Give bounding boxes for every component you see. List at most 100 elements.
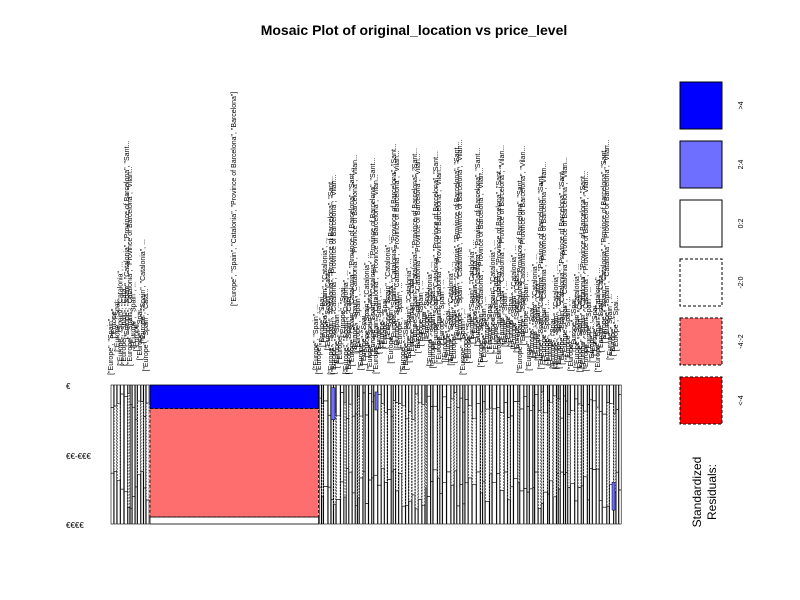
mosaic-tile	[377, 394, 382, 486]
mosaic-tile	[120, 393, 125, 490]
mosaic-tile	[113, 405, 117, 472]
mosaic-tile	[143, 384, 146, 417]
mosaic-tile	[430, 406, 433, 482]
mosaic-tile	[365, 414, 369, 504]
mosaic-tile	[348, 384, 353, 405]
mosaic-tile	[472, 484, 477, 525]
x-category-label: ["Europe", "Spain", ...	[565, 296, 572, 362]
mosaic-tile	[482, 481, 486, 525]
mosaic-tile	[574, 500, 578, 525]
x-category-label: ["Europe", "Spain", "Cata...	[514, 269, 521, 352]
mosaic-tile	[532, 487, 535, 525]
mosaic-tile	[532, 405, 535, 488]
mosaic-tile	[464, 399, 469, 484]
mosaic-tile	[387, 479, 392, 525]
mosaic-tile	[391, 416, 394, 473]
mosaic-tile	[362, 471, 366, 525]
mosaic-tile	[120, 384, 125, 395]
mosaic-tile	[425, 487, 427, 525]
mosaic-tile	[464, 482, 469, 525]
x-category-label: ["Europe", "Spai...	[613, 296, 620, 352]
mosaic-tile	[371, 477, 374, 525]
mosaic-tile	[352, 415, 356, 494]
mosaic-tile	[476, 471, 481, 525]
mosaic-tile	[519, 384, 524, 410]
mosaic-tile	[381, 468, 385, 525]
x-category-label: ["Europe", "Spai...	[382, 293, 389, 349]
mosaic-tile	[558, 488, 561, 525]
mosaic-tile	[408, 500, 412, 525]
x-category-label: ["Europe", "Spain", "Catalonia", "Provin…	[412, 148, 419, 347]
x-category-label: ["Europe", "Spain", "Cata...	[409, 273, 416, 356]
mosaic-tile	[116, 384, 121, 404]
x-category-label: ["Europe", "Spain", "Catalonia", ...	[427, 262, 434, 366]
mosaic-tile	[333, 503, 337, 525]
mosaic-tile	[336, 384, 341, 417]
x-category-label: ["Europe", "Spain", "Catalonia", "Provin…	[328, 176, 335, 375]
mosaic-tile	[602, 384, 607, 415]
legend-label-1: 2:4	[738, 160, 745, 170]
mosaic-tile	[592, 469, 597, 525]
x-category-label: ["Europe", "Spain", "Cata...	[430, 285, 437, 368]
x-category-label: ["Europe", "Spain", "Catalonia", "Provin…	[370, 158, 377, 357]
mosaic-tile	[563, 395, 566, 475]
mosaic-tile	[618, 489, 622, 525]
mosaic-tile	[538, 384, 542, 411]
mosaic-tile	[129, 507, 133, 525]
mosaic-tile	[592, 384, 597, 402]
mosaic-tile	[393, 469, 396, 525]
mosaic-tile	[618, 384, 622, 395]
ylabel-2: €€€€	[66, 521, 84, 530]
mosaic-tile	[437, 384, 440, 411]
x-category-label: ["Europe", "Spain", "Cata...	[598, 269, 605, 352]
mosaic-tile	[319, 397, 322, 488]
mosaic-tile	[587, 384, 590, 405]
legend-title-line1: Standardized	[690, 457, 704, 528]
x-category-label: ["Europe", "Spain", ...	[376, 288, 383, 354]
mosaic-tile	[517, 482, 520, 525]
mosaic-tile	[485, 501, 490, 525]
x-category-label: ["Europe", "Spain", "Catalonia", ...	[118, 261, 125, 365]
mosaic-tile	[391, 471, 394, 525]
mosaic-tile	[560, 471, 564, 525]
colored-tile-2	[611, 482, 616, 511]
mosaic-tile	[368, 393, 372, 481]
mosaic-tile	[377, 484, 382, 525]
x-category-label: ["Europe", "Spain", "Cata...	[472, 255, 479, 338]
mosaic-tile	[510, 486, 514, 525]
mosaic-tile	[411, 384, 416, 420]
mosaic-tile	[439, 384, 443, 418]
mosaic-tile	[529, 384, 533, 411]
mosaic-tiles	[110, 384, 622, 525]
x-category-label: ["Europe", "Spain", "Catalonia", "Provin…	[457, 140, 464, 340]
mosaic-tile	[599, 384, 603, 412]
mosaic-tile	[596, 468, 600, 525]
mosaic-tile	[143, 487, 146, 525]
mosaic-tile	[425, 384, 427, 403]
x-category-label: ["Europe", "Spain", "Catalonia", "Provin…	[394, 150, 401, 350]
x-category-label: ["Europe", ...	[379, 309, 386, 348]
mosaic-tile	[499, 490, 505, 525]
mosaic-tile	[425, 401, 427, 489]
mosaic-tile	[517, 401, 520, 484]
mosaic-tile	[110, 472, 114, 525]
x-category-label: ["Europe", ...	[484, 309, 491, 348]
x-category-label: ["Europe", "Spain", ...	[523, 272, 530, 338]
mosaic-tile	[553, 384, 557, 397]
x-category-label: ["Europe", "Spain", "Cata...	[451, 280, 458, 363]
mosaic-tile	[408, 411, 412, 502]
mosaic-tile	[333, 412, 337, 505]
legend-label-3: -2:0	[738, 276, 745, 288]
x-category-label: ["Europe", "Spain", "Catalonia", ...	[532, 254, 539, 358]
mosaic-tile	[319, 384, 322, 399]
mosaic-tile	[426, 395, 431, 497]
mosaic-tile	[456, 505, 460, 525]
mosaic-tile	[411, 494, 416, 525]
mosaic-tile	[583, 384, 588, 412]
mosaic-tile	[327, 486, 331, 525]
mosaic-tile	[510, 384, 514, 417]
mosaic-tile	[504, 402, 508, 473]
legend-label-0: >4	[738, 101, 745, 109]
x-category-label: ["Europe", "Spain", ...	[502, 281, 509, 347]
x-category-label: ["Europe", "Spain", "Catalonia", ...	[140, 239, 147, 343]
